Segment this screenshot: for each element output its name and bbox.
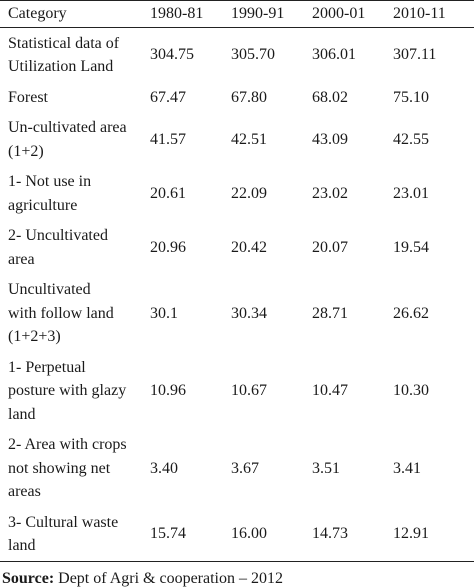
value-cell: 15.74	[150, 525, 186, 543]
header-cell: Category	[0, 0, 150, 28]
value-cell: 42.55	[393, 130, 429, 148]
category-cell: 3- Cultural waste land	[8, 513, 119, 555]
value-cell: 10.30	[393, 382, 429, 399]
category-cell: Un-cultivated area (1+2)	[8, 119, 127, 160]
value-cell: 26.62	[393, 304, 429, 322]
value-cell: 20.96	[150, 238, 186, 256]
value-cell: 41.57	[150, 130, 186, 148]
value-cell: 42.51	[231, 130, 267, 148]
category-cell: 1- Perpetual posture with glazy land	[8, 358, 127, 423]
value-cell: 30.1	[150, 304, 178, 322]
value-cell: 10.67	[231, 382, 267, 399]
table-row: Forest 67.47 67.80 68.02 75.10	[0, 82, 474, 113]
table-row: Uncultivated with follow land (1+2+3) 30.…	[0, 275, 474, 353]
value-cell: 19.54	[393, 238, 429, 256]
table-row: Un-cultivated area (1+2) 41.57 42.51 43.09 4…	[0, 113, 474, 167]
value-cell: 67.80	[231, 88, 267, 106]
value-cell: 306.01	[312, 46, 356, 64]
value-cell: 304.75	[150, 46, 194, 64]
value-cell: 23.02	[312, 184, 348, 202]
category-cell: Forest	[8, 88, 48, 106]
value-cell: 10.47	[312, 382, 348, 399]
value-cell: 20.61	[150, 184, 186, 202]
value-cell: 14.73	[312, 525, 348, 543]
value-cell: 22.09	[231, 184, 267, 202]
header-cell: 2000-01	[312, 0, 393, 28]
value-cell: 305.70	[231, 46, 275, 64]
source-label: Source:	[2, 570, 55, 587]
category-cell: 2- Uncultivated area	[8, 227, 108, 268]
category-cell: Statistical data of Utilization Land	[8, 34, 120, 76]
value-cell: 20.07	[312, 238, 348, 256]
source-note: Source: Dept of Agri & cooperation – 201…	[0, 570, 474, 588]
category-cell: Uncultivated with follow land (1+2+3)	[8, 281, 114, 345]
value-cell: 28.71	[312, 304, 348, 322]
table-row: 2- Uncultivated area 20.96 20.42 20.07 19.54	[0, 221, 474, 275]
value-cell: 23.01	[393, 184, 429, 202]
data-table: Category 1980-81 1990-91 2000-01 2010-11 Sta…	[0, 0, 474, 562]
value-cell: 20.42	[231, 238, 267, 256]
header-cell: 2010-11	[393, 0, 474, 28]
table-row: Statistical data of Utilization Land 304.…	[0, 28, 474, 83]
value-cell: 75.10	[393, 88, 429, 106]
category-cell: 1- Not use in agriculture	[8, 173, 92, 214]
value-cell: 3.41	[393, 459, 421, 477]
value-cell: 10.96	[150, 382, 186, 399]
value-cell: 3.40	[150, 459, 178, 477]
header-cell: 1990-91	[231, 0, 312, 28]
table-row: 1- Perpetual posture with glazy land 10.9…	[0, 352, 474, 430]
value-cell: 43.09	[312, 130, 348, 148]
table-row: 1- Not use in agriculture 20.61 22.09 23.02…	[0, 167, 474, 221]
value-cell: 67.47	[150, 88, 186, 106]
header-row: Category 1980-81 1990-91 2000-01 2010-11	[0, 0, 474, 28]
value-cell: 3.67	[231, 459, 259, 477]
value-cell: 68.02	[312, 88, 348, 106]
source-text: Dept of Agri & cooperation – 2012	[58, 570, 283, 587]
header-cell: 1980-81	[150, 0, 231, 28]
table-body: Statistical data of Utilization Land 304.…	[0, 28, 474, 562]
value-cell: 30.34	[231, 304, 267, 322]
table-row: 2- Area with crops not showing net areas…	[0, 430, 474, 508]
value-cell: 307.11	[393, 46, 437, 64]
value-cell: 12.91	[393, 525, 429, 543]
category-cell: 2- Area with crops not showing net areas	[8, 436, 127, 500]
value-cell: 16.00	[231, 525, 267, 543]
table-row: 3- Cultural waste land 15.74 16.00 14.73 12.…	[0, 507, 474, 562]
value-cell: 3.51	[312, 459, 340, 477]
